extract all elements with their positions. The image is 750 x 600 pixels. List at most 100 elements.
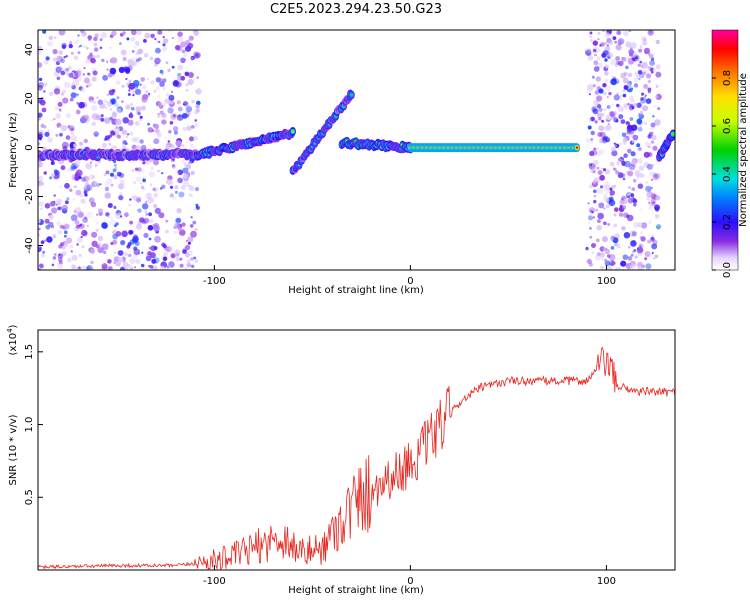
noise-speckle <box>186 164 192 170</box>
noise-speckle <box>67 65 72 70</box>
noise-speckle <box>56 221 61 226</box>
noise-speckle <box>622 177 626 181</box>
noise-speckle <box>66 113 71 119</box>
noise-speckle <box>657 107 661 111</box>
noise-speckle <box>587 49 592 53</box>
noise-speckle <box>83 45 86 48</box>
noise-speckle <box>172 165 176 169</box>
noise-speckle <box>171 37 174 39</box>
noise-speckle <box>592 40 598 46</box>
noise-speckle <box>141 169 145 173</box>
noise-speckle <box>639 60 642 64</box>
noise-speckle <box>590 116 595 122</box>
noise-speckle <box>156 86 161 91</box>
noise-speckle <box>657 41 660 44</box>
noise-speckle <box>652 126 655 130</box>
noise-speckle <box>628 30 632 33</box>
noise-speckle <box>592 179 597 184</box>
noise-speckle <box>83 67 86 70</box>
noise-speckle <box>96 54 100 59</box>
noise-speckle <box>650 186 653 190</box>
noise-speckle <box>52 256 57 260</box>
noise-speckle <box>95 228 99 232</box>
noise-speckle <box>140 185 145 190</box>
noise-speckle <box>585 246 589 251</box>
noise-speckle <box>656 224 662 230</box>
noise-speckle <box>634 171 639 176</box>
noise-speckle <box>67 167 73 173</box>
noise-speckle <box>134 137 141 143</box>
noise-speckle <box>636 246 644 254</box>
noise-speckle <box>593 194 597 198</box>
noise-speckle <box>122 117 129 124</box>
noise-speckle <box>165 92 170 97</box>
noise-speckle <box>597 31 601 35</box>
noise-speckle <box>162 256 168 262</box>
noise-speckle <box>94 47 99 52</box>
noise-speckle <box>591 211 594 213</box>
noise-speckle <box>42 146 46 151</box>
noise-speckle <box>655 71 662 78</box>
noise-speckle <box>647 79 652 84</box>
y-tick-label: 0 <box>24 144 35 150</box>
spectrogram-xlabel: Height of straight line (km) <box>288 285 424 296</box>
noise-speckle <box>125 104 131 110</box>
noise-speckle <box>188 35 194 41</box>
noise-speckle <box>163 251 169 257</box>
noise-speckle <box>149 183 153 187</box>
noise-speckle <box>594 53 597 57</box>
noise-speckle <box>636 143 641 148</box>
noise-speckle <box>131 137 137 143</box>
noise-speckle <box>85 84 89 88</box>
noise-speckle <box>128 113 134 119</box>
noise-speckle <box>136 30 142 36</box>
noise-speckle <box>54 106 59 111</box>
noise-speckle <box>637 63 641 67</box>
noise-speckle <box>68 43 73 49</box>
noise-speckle <box>74 160 81 167</box>
noise-speckle <box>142 203 149 210</box>
noise-speckle <box>110 217 114 220</box>
noise-speckle <box>587 259 593 265</box>
noise-speckle <box>53 200 56 203</box>
noise-speckle <box>176 100 181 105</box>
noise-speckle <box>655 85 659 88</box>
noise-speckle <box>627 170 634 177</box>
noise-speckle <box>110 172 114 177</box>
noise-speckle <box>157 101 163 107</box>
noise-speckle <box>38 227 41 231</box>
noise-speckle <box>51 173 55 177</box>
noise-speckle <box>637 70 643 75</box>
noise-speckle <box>636 176 640 179</box>
noise-speckle <box>87 35 92 40</box>
snr-multiplier-close: ) <box>8 324 19 328</box>
noise-speckle <box>597 212 604 220</box>
noise-speckle <box>80 198 86 204</box>
noise-speckle <box>60 92 65 96</box>
noise-speckle <box>633 249 637 252</box>
noise-speckle <box>589 35 593 39</box>
noise-speckle <box>640 236 646 242</box>
noise-speckle <box>648 220 652 224</box>
noise-speckle <box>74 40 78 45</box>
noise-speckle <box>146 78 149 81</box>
noise-speckle <box>616 161 620 166</box>
noise-speckle <box>84 216 88 220</box>
noise-speckle <box>175 256 180 262</box>
noise-speckle <box>157 114 161 118</box>
noise-speckle <box>119 192 123 196</box>
noise-speckle <box>174 221 179 227</box>
noise-speckle <box>651 201 656 206</box>
noise-speckle <box>59 185 62 189</box>
noise-speckle <box>631 159 637 165</box>
noise-speckle <box>603 91 607 96</box>
noise-speckle <box>595 76 601 82</box>
noise-speckle <box>134 266 136 269</box>
noise-speckle <box>125 77 128 81</box>
noise-speckle <box>93 100 97 104</box>
noise-speckle <box>614 144 617 148</box>
spectrogram-marks <box>38 30 675 270</box>
noise-speckle <box>149 265 154 269</box>
noise-speckle <box>646 191 653 198</box>
noise-speckle <box>157 94 160 98</box>
